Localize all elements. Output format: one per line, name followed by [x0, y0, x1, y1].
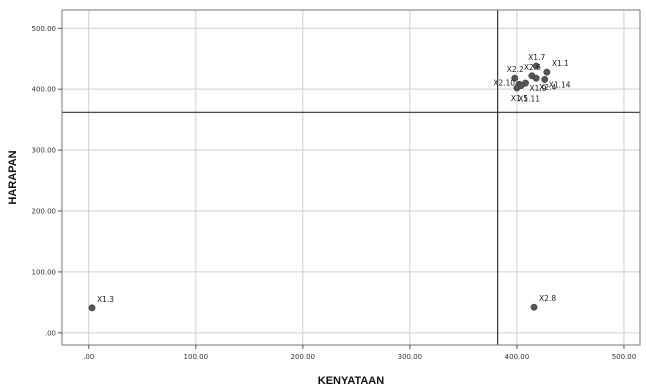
y-tick-label: 500.00 — [32, 25, 57, 33]
data-point — [511, 74, 519, 82]
point-label: X1.11 — [518, 95, 540, 104]
x-tick-label: 400.00 — [505, 353, 530, 361]
x-tick-label: 200.00 — [291, 353, 316, 361]
point-label: X2.2 — [507, 65, 524, 74]
data-point — [517, 82, 525, 89]
y-tick-label: .00 — [45, 329, 56, 337]
x-axis-title: KENYATAAN — [318, 375, 384, 387]
reference-lines — [62, 10, 640, 345]
data-point — [530, 303, 538, 311]
data-point — [532, 62, 540, 70]
y-tick-label: 100.00 — [32, 268, 57, 276]
y-tick-label: 300.00 — [32, 147, 57, 155]
data-point — [532, 74, 540, 82]
point-label: X2.8 — [539, 294, 556, 303]
point-label: X2.6 — [524, 63, 541, 72]
data-point — [543, 68, 551, 76]
data-point — [88, 304, 96, 312]
x-tick-label: 300.00 — [398, 353, 423, 361]
point-label: X1.14 — [549, 80, 571, 89]
point-label: X1.3 — [97, 295, 114, 304]
y-tick-label: 400.00 — [32, 86, 57, 94]
point-label: X2.4 — [539, 83, 556, 92]
point-label: X1.7 — [528, 53, 545, 62]
point-label: X2.10 — [493, 78, 515, 87]
grid — [62, 10, 640, 345]
y-tick-label: 200.00 — [32, 208, 57, 216]
tick-labels: .00 100.00 200.00 300.00 400.00 500.00 .00 100.… — [32, 25, 637, 361]
data-points: X1.3 X2.8 X1.7 X1.1 X2.2 X2.6 X2.10 X1.9 X1.14 X1… — [88, 53, 571, 312]
x-tick-label: 500.00 — [612, 353, 637, 361]
x-tick-label: 100.00 — [184, 353, 209, 361]
x-tick-label: .00 — [83, 353, 94, 361]
plot-frame — [61, 9, 641, 346]
point-label: X1.5 — [511, 94, 528, 103]
point-label: X1.1 — [552, 59, 569, 68]
y-axis-title: HARAPAN — [7, 150, 19, 204]
plot-border — [61, 9, 641, 346]
data-point — [541, 75, 549, 83]
point-label: X1.9 — [529, 84, 546, 93]
